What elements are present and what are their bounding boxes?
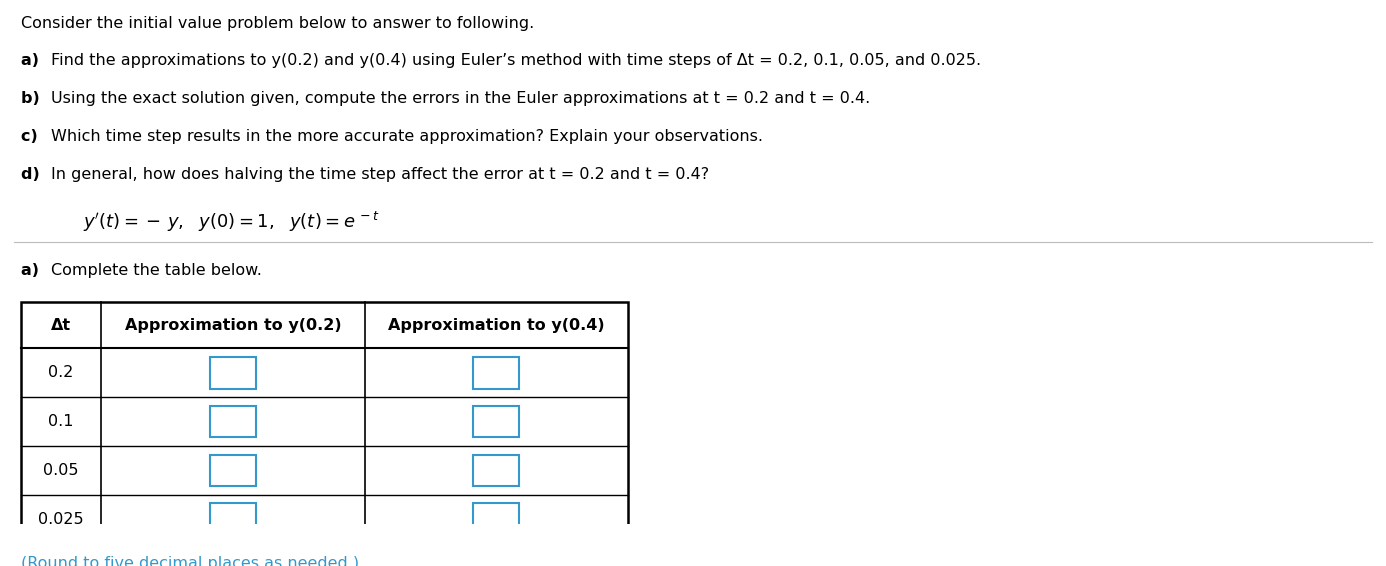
- Text: Consider the initial value problem below to answer to following.: Consider the initial value problem below…: [21, 16, 534, 31]
- Text: Complete the table below.: Complete the table below.: [51, 263, 262, 278]
- Text: d): d): [21, 166, 46, 182]
- Text: 0.025: 0.025: [39, 512, 83, 526]
- Bar: [473, 357, 518, 388]
- Text: c): c): [21, 129, 43, 144]
- Bar: [21, 302, 628, 543]
- Bar: [211, 357, 256, 388]
- Text: Δt: Δt: [51, 318, 71, 333]
- Bar: [211, 454, 256, 486]
- Bar: [473, 406, 518, 438]
- Bar: [211, 406, 256, 438]
- Text: 0.05: 0.05: [43, 463, 79, 478]
- Text: Approximation to y(0.2): Approximation to y(0.2): [125, 318, 341, 333]
- Text: a): a): [21, 53, 44, 68]
- Text: (Round to five decimal places as needed.): (Round to five decimal places as needed.…: [21, 556, 359, 566]
- Text: Approximation to y(0.4): Approximation to y(0.4): [388, 318, 604, 333]
- Text: Find the approximations to y(0.2) and y(0.4) using Euler’s method with time step: Find the approximations to y(0.2) and y(…: [51, 53, 981, 68]
- Text: Which time step results in the more accurate approximation? Explain your observa: Which time step results in the more accu…: [51, 129, 764, 144]
- Text: 0.1: 0.1: [49, 414, 73, 429]
- Text: $y'(t) = -\,y,\ \ y(0) = 1,\ \ y(t) = e^{\,-t}$: $y'(t) = -\,y,\ \ y(0) = 1,\ \ y(t) = e^…: [83, 210, 380, 234]
- Bar: [473, 454, 518, 486]
- Bar: [473, 503, 518, 535]
- Text: b): b): [21, 91, 46, 106]
- Text: Using the exact solution given, compute the errors in the Euler approximations a: Using the exact solution given, compute …: [51, 91, 870, 106]
- Text: 0.2: 0.2: [49, 365, 73, 380]
- Text: In general, how does halving the time step affect the error at t = 0.2 and t = 0: In general, how does halving the time st…: [51, 166, 710, 182]
- Text: a): a): [21, 263, 44, 278]
- Bar: [211, 503, 256, 535]
